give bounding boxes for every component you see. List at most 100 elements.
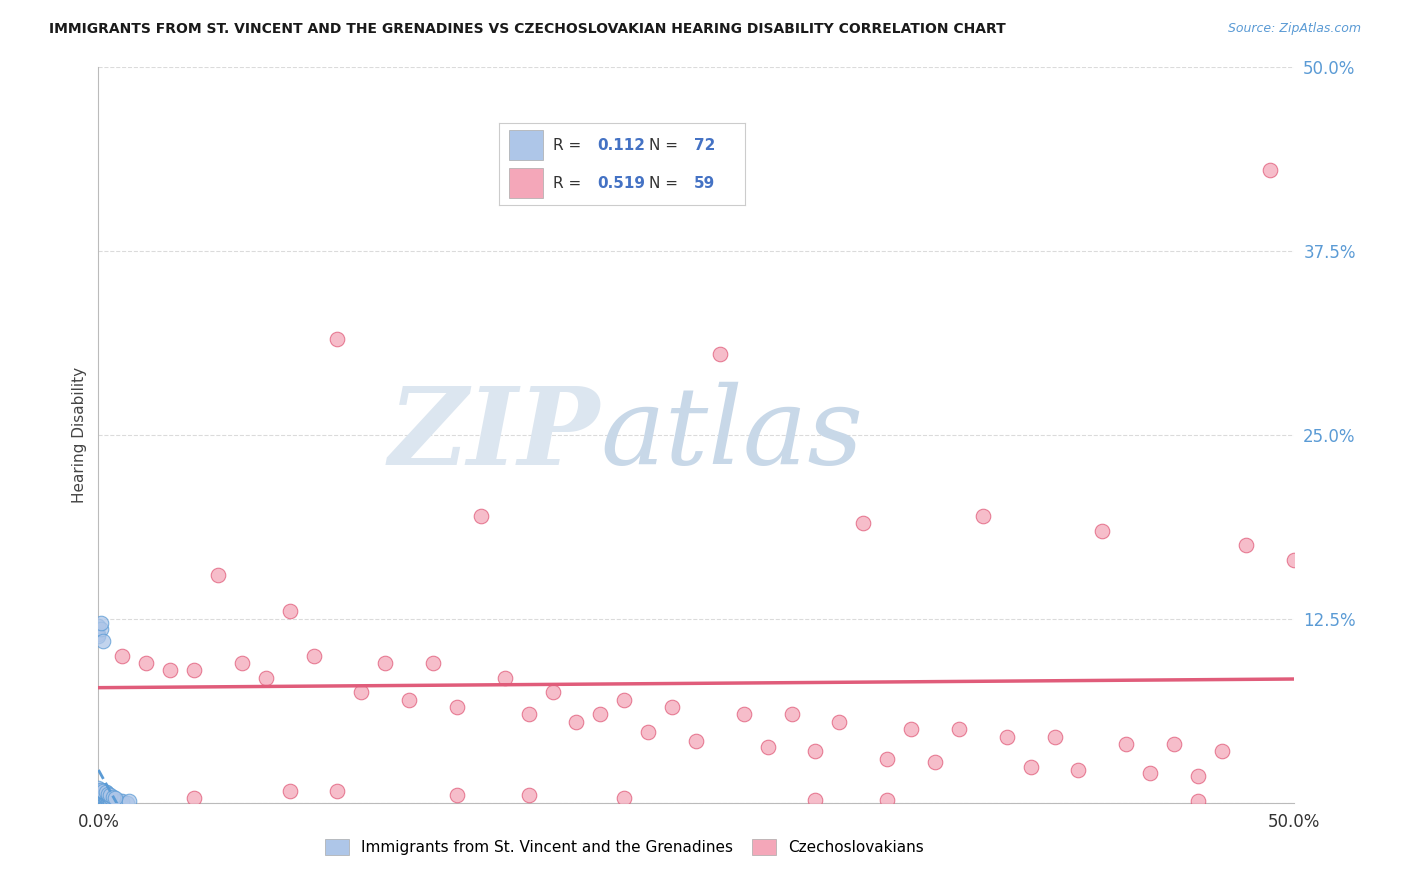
Point: [828, 714, 851, 729]
Point: [565, 714, 588, 729]
Legend: Immigrants from St. Vincent and the Grenadines, Czechoslovakians: Immigrants from St. Vincent and the Gren…: [318, 833, 931, 862]
Point: [94, 785, 117, 799]
Point: [804, 793, 827, 807]
Point: [107, 796, 129, 810]
Point: [637, 725, 659, 739]
Point: [756, 739, 779, 754]
Point: [101, 794, 124, 808]
Point: [374, 656, 396, 670]
Point: [541, 685, 564, 699]
Point: [91, 789, 114, 803]
Point: [97, 789, 120, 803]
Point: [900, 723, 922, 737]
Text: 0.519: 0.519: [598, 176, 645, 191]
Point: [183, 791, 205, 805]
Text: N =: N =: [650, 137, 683, 153]
Point: [97, 791, 120, 805]
Point: [87, 781, 110, 796]
Point: [876, 751, 898, 765]
Point: [326, 784, 349, 798]
Point: [87, 630, 110, 644]
Point: [1115, 737, 1137, 751]
Y-axis label: Hearing Disability: Hearing Disability: [72, 367, 87, 503]
Point: [91, 785, 114, 799]
Point: [104, 791, 127, 805]
Text: ZIP: ZIP: [389, 382, 600, 488]
Point: [302, 648, 325, 663]
Point: [876, 793, 898, 807]
Point: [446, 700, 468, 714]
Point: [91, 787, 114, 801]
Point: [90, 796, 112, 810]
Point: [135, 656, 157, 670]
Text: R =: R =: [554, 176, 586, 191]
Point: [91, 796, 114, 810]
Point: [1187, 794, 1209, 808]
Point: [107, 794, 129, 808]
Point: [613, 791, 636, 805]
Point: [948, 723, 970, 737]
Point: [589, 707, 612, 722]
Point: [254, 671, 277, 685]
Point: [90, 787, 112, 801]
Point: [995, 730, 1018, 744]
Point: [207, 567, 229, 582]
Point: [159, 664, 181, 678]
Point: [91, 789, 114, 804]
Point: [852, 516, 875, 530]
Point: [517, 707, 540, 722]
Point: [94, 791, 117, 805]
Point: [1234, 538, 1257, 552]
Point: [94, 787, 117, 801]
Point: [1019, 760, 1042, 774]
Point: [709, 347, 731, 361]
Point: [90, 782, 112, 797]
Point: [98, 789, 122, 803]
Point: [231, 656, 253, 670]
Point: [90, 791, 112, 805]
Point: [91, 784, 114, 798]
Point: [104, 794, 127, 808]
Point: [398, 692, 420, 706]
Point: [87, 782, 110, 797]
Point: [1282, 553, 1305, 567]
Point: [91, 793, 114, 807]
Point: [1091, 524, 1114, 538]
Point: [326, 332, 349, 346]
Point: [111, 648, 134, 663]
Text: 72: 72: [693, 137, 714, 153]
Point: [661, 700, 683, 714]
Point: [87, 787, 110, 801]
Point: [87, 789, 110, 804]
Point: [517, 789, 540, 803]
Point: [101, 793, 124, 807]
Point: [1163, 737, 1185, 751]
Point: [87, 784, 110, 798]
Point: [111, 794, 134, 808]
Point: [924, 755, 946, 769]
Text: atlas: atlas: [600, 383, 863, 487]
Point: [1187, 769, 1209, 783]
Point: [98, 796, 122, 810]
Point: [183, 664, 205, 678]
Point: [470, 508, 492, 523]
Point: [90, 622, 112, 636]
Point: [98, 789, 122, 804]
Point: [97, 787, 120, 801]
Point: [87, 791, 110, 805]
Point: [98, 794, 122, 808]
Point: [494, 671, 516, 685]
Point: [104, 796, 127, 810]
Point: [90, 789, 112, 804]
Point: [111, 796, 134, 810]
Point: [101, 789, 124, 804]
Point: [108, 794, 131, 808]
Point: [98, 793, 122, 807]
Point: [91, 633, 114, 648]
Point: [1139, 766, 1161, 780]
Point: [1043, 730, 1066, 744]
FancyBboxPatch shape: [509, 130, 543, 160]
Point: [613, 692, 636, 706]
Point: [94, 793, 117, 807]
Text: N =: N =: [650, 176, 683, 191]
